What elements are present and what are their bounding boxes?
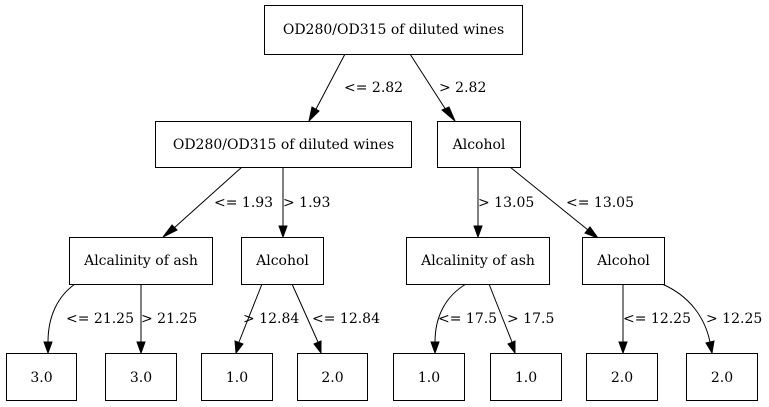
node-left: OD280/OD315 of diluted wines xyxy=(155,121,412,168)
edge-labels: <= 2.82 > 2.82 <= 1.93 > 1.93 > 13.05 <=… xyxy=(66,80,762,327)
edge-ll-leaf1 xyxy=(43,283,76,355)
edge-rl-leaf6 xyxy=(488,283,516,355)
edge-lr-leaf4 xyxy=(291,283,322,355)
edge-right-rr xyxy=(509,166,600,240)
leaf-node-6-label: 1.0 xyxy=(515,370,537,386)
leaf-node-4-label: 2.0 xyxy=(321,370,343,386)
edge-label-root-left: <= 2.82 xyxy=(344,80,403,96)
node-root-label: OD280/OD315 of diluted wines xyxy=(283,22,504,38)
node-rl: Alcalinity of ash xyxy=(406,237,550,285)
edge-root-right xyxy=(409,53,456,122)
leaf-node-4: 2.0 xyxy=(297,353,368,401)
node-left-label: OD280/OD315 of diluted wines xyxy=(173,137,394,153)
leaf-node-1-label: 3.0 xyxy=(30,370,52,386)
edge-root-left xyxy=(308,53,346,123)
edge-label-right-rl: > 13.05 xyxy=(478,195,534,211)
edge-label-left-ll: <= 1.93 xyxy=(214,195,273,211)
edge-label-right-rr: <= 13.05 xyxy=(566,195,634,211)
leaf-node-6: 1.0 xyxy=(490,353,562,401)
edge-rr-leaf8 xyxy=(661,283,715,355)
node-root: OD280/OD315 of diluted wines xyxy=(264,5,523,55)
edge-label-rl-leaf6: > 17.5 xyxy=(507,311,554,327)
node-rr: Alcohol xyxy=(582,237,665,285)
node-right-label: Alcohol xyxy=(452,137,506,153)
node-lr: Alcohol xyxy=(241,237,324,285)
edge-right-rl xyxy=(473,167,483,239)
edge-left-ll xyxy=(162,166,243,238)
edge-label-rr-leaf8: > 12.25 xyxy=(706,311,762,327)
edge-label-lr-leaf4: <= 12.84 xyxy=(312,311,380,327)
edges xyxy=(43,53,715,355)
edge-label-rl-leaf5: <= 17.5 xyxy=(438,311,497,327)
edge-label-ll-leaf1: <= 21.25 xyxy=(66,311,134,327)
leaf-node-3: 1.0 xyxy=(201,353,273,401)
edge-left-lr xyxy=(278,167,288,239)
leaf-node-3-label: 1.0 xyxy=(226,370,248,386)
leaf-node-7: 2.0 xyxy=(586,353,658,401)
leaf-node-2: 3.0 xyxy=(105,353,177,401)
nodes: OD280/OD315 of diluted wines OD280/OD315… xyxy=(6,5,758,401)
leaf-node-1: 3.0 xyxy=(6,353,77,401)
edge-label-rr-leaf7: <= 12.25 xyxy=(623,311,691,327)
node-lr-label: Alcohol xyxy=(255,253,309,269)
edge-label-left-lr: > 1.93 xyxy=(283,195,330,211)
leaf-node-8-label: 2.0 xyxy=(711,370,733,386)
edge-ll-leaf2 xyxy=(136,284,146,355)
edge-label-lr-leaf3: > 12.84 xyxy=(243,311,299,327)
leaf-node-5: 1.0 xyxy=(393,353,465,401)
edge-lr-leaf3 xyxy=(234,283,263,355)
node-ll-label: Alcalinity of ash xyxy=(83,253,198,269)
edge-label-ll-leaf2: > 21.25 xyxy=(141,311,197,327)
edge-rr-leaf7 xyxy=(618,284,628,355)
leaf-node-8: 2.0 xyxy=(686,353,758,401)
leaf-node-2-label: 3.0 xyxy=(130,370,152,386)
edge-label-root-right: > 2.82 xyxy=(439,80,486,96)
node-ll: Alcalinity of ash xyxy=(69,237,213,285)
node-rl-label: Alcalinity of ash xyxy=(420,253,535,269)
edge-rl-leaf5 xyxy=(430,283,467,355)
leaf-node-7-label: 2.0 xyxy=(611,370,633,386)
leaf-node-5-label: 1.0 xyxy=(418,370,440,386)
node-rr-label: Alcohol xyxy=(596,253,650,269)
node-right: Alcohol xyxy=(437,121,521,168)
